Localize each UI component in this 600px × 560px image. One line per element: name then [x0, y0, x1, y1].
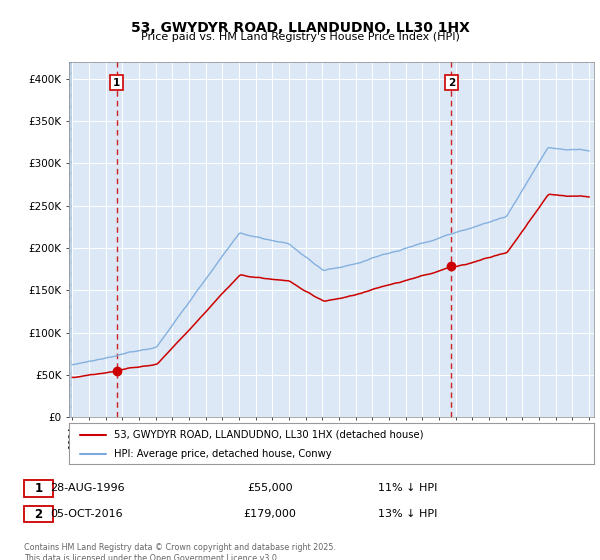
Text: 28-AUG-1996: 28-AUG-1996: [50, 483, 124, 493]
Text: £55,000: £55,000: [247, 483, 293, 493]
Text: 2: 2: [34, 507, 43, 521]
Text: 11% ↓ HPI: 11% ↓ HPI: [379, 483, 437, 493]
Text: Contains HM Land Registry data © Crown copyright and database right 2025.
This d: Contains HM Land Registry data © Crown c…: [24, 543, 336, 560]
Text: 05-OCT-2016: 05-OCT-2016: [50, 509, 124, 519]
Text: HPI: Average price, detached house, Conwy: HPI: Average price, detached house, Conw…: [113, 449, 331, 459]
Bar: [69, 62, 73, 417]
Text: 53, GWYDYR ROAD, LLANDUDNO, LL30 1HX (detached house): 53, GWYDYR ROAD, LLANDUDNO, LL30 1HX (de…: [113, 430, 423, 440]
Text: Price paid vs. HM Land Registry's House Price Index (HPI): Price paid vs. HM Land Registry's House …: [140, 32, 460, 43]
Text: 13% ↓ HPI: 13% ↓ HPI: [379, 509, 437, 519]
Text: £179,000: £179,000: [244, 509, 296, 519]
Text: 2: 2: [448, 78, 455, 88]
Text: 53, GWYDYR ROAD, LLANDUDNO, LL30 1HX: 53, GWYDYR ROAD, LLANDUDNO, LL30 1HX: [131, 21, 469, 35]
Text: 1: 1: [34, 482, 43, 495]
Text: 1: 1: [113, 78, 120, 88]
